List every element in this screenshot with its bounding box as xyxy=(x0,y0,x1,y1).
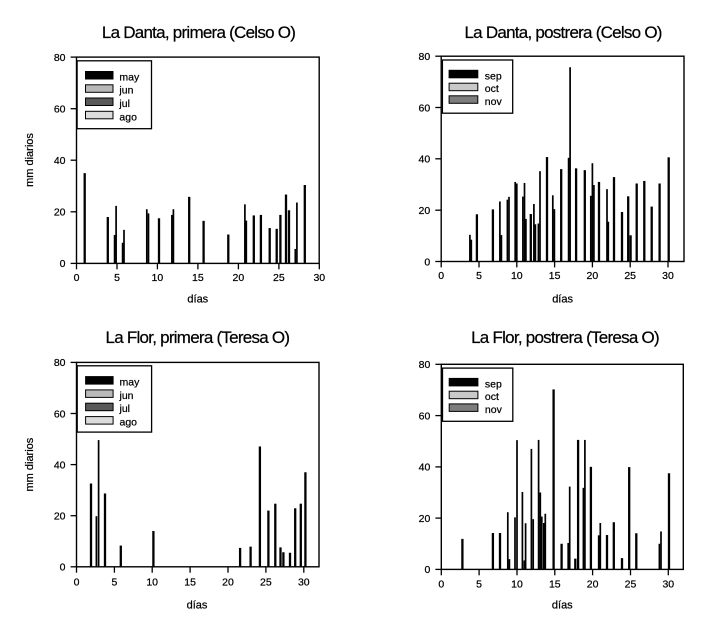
svg-text:20: 20 xyxy=(54,511,66,523)
svg-text:0: 0 xyxy=(424,564,430,576)
svg-text:25: 25 xyxy=(625,578,637,590)
svg-text:20: 20 xyxy=(54,207,66,219)
svg-text:30: 30 xyxy=(298,576,310,588)
svg-text:días: días xyxy=(552,294,573,306)
svg-text:La Danta, postrera (Celso O): La Danta, postrera (Celso O) xyxy=(464,23,661,42)
svg-text:5: 5 xyxy=(114,272,120,284)
svg-text:20: 20 xyxy=(222,576,234,588)
svg-text:40: 40 xyxy=(419,462,431,474)
svg-text:días: días xyxy=(187,294,208,306)
svg-text:15: 15 xyxy=(549,578,561,590)
svg-text:0: 0 xyxy=(438,270,444,282)
svg-text:20: 20 xyxy=(587,270,599,282)
svg-text:40: 40 xyxy=(54,155,66,167)
svg-text:may: may xyxy=(120,377,141,389)
svg-text:80: 80 xyxy=(54,357,66,369)
svg-text:5: 5 xyxy=(476,578,482,590)
svg-text:30: 30 xyxy=(662,578,674,590)
svg-text:0: 0 xyxy=(424,256,430,268)
svg-text:0: 0 xyxy=(74,576,80,588)
svg-text:10: 10 xyxy=(146,576,158,588)
svg-text:0: 0 xyxy=(60,258,66,270)
svg-text:sep: sep xyxy=(485,378,502,390)
svg-text:25: 25 xyxy=(273,272,285,284)
svg-text:40: 40 xyxy=(419,154,431,166)
svg-text:sep: sep xyxy=(485,70,502,82)
svg-text:ago: ago xyxy=(119,111,137,123)
svg-text:oct: oct xyxy=(485,83,499,95)
svg-text:ago: ago xyxy=(120,417,138,429)
svg-text:jun: jun xyxy=(118,85,133,97)
svg-text:15: 15 xyxy=(549,270,561,282)
svg-text:5: 5 xyxy=(111,576,117,588)
svg-text:30: 30 xyxy=(313,272,325,284)
svg-text:60: 60 xyxy=(419,410,431,422)
svg-text:60: 60 xyxy=(54,104,66,116)
svg-text:nov: nov xyxy=(485,404,503,416)
svg-text:40: 40 xyxy=(54,459,66,471)
svg-text:0: 0 xyxy=(60,562,66,574)
svg-text:mm diarios: mm diarios xyxy=(24,133,36,187)
svg-text:10: 10 xyxy=(152,272,164,284)
svg-text:días: días xyxy=(552,599,573,611)
svg-text:jul: jul xyxy=(119,403,131,415)
svg-text:80: 80 xyxy=(54,52,66,64)
svg-text:15: 15 xyxy=(184,576,196,588)
svg-text:oct: oct xyxy=(485,391,499,403)
svg-text:jun: jun xyxy=(119,390,134,402)
svg-text:15: 15 xyxy=(192,272,204,284)
svg-text:80: 80 xyxy=(419,51,431,63)
svg-text:20: 20 xyxy=(233,272,245,284)
svg-text:mm diarios: mm diarios xyxy=(24,437,36,491)
svg-text:10: 10 xyxy=(511,578,523,590)
svg-text:80: 80 xyxy=(419,359,431,371)
svg-text:días: días xyxy=(187,599,208,611)
svg-text:0: 0 xyxy=(74,272,80,284)
svg-text:La Danta, primera (Celso O): La Danta, primera (Celso O) xyxy=(102,23,295,42)
svg-text:60: 60 xyxy=(419,102,431,114)
svg-text:jul: jul xyxy=(118,98,130,110)
svg-text:0: 0 xyxy=(438,578,444,590)
svg-text:may: may xyxy=(119,71,140,83)
svg-text:20: 20 xyxy=(419,205,431,217)
svg-text:La Flor, primera (Teresa O): La Flor, primera (Teresa O) xyxy=(105,328,289,347)
svg-text:25: 25 xyxy=(260,576,272,588)
svg-text:nov: nov xyxy=(485,96,503,108)
svg-text:20: 20 xyxy=(587,578,599,590)
svg-text:5: 5 xyxy=(476,270,482,282)
svg-text:10: 10 xyxy=(511,270,523,282)
svg-text:25: 25 xyxy=(624,270,636,282)
svg-text:30: 30 xyxy=(662,270,674,282)
svg-text:60: 60 xyxy=(54,408,66,420)
svg-text:La Flor, postrera (Teresa O): La Flor, postrera (Teresa O) xyxy=(471,328,659,347)
svg-text:20: 20 xyxy=(419,513,431,525)
